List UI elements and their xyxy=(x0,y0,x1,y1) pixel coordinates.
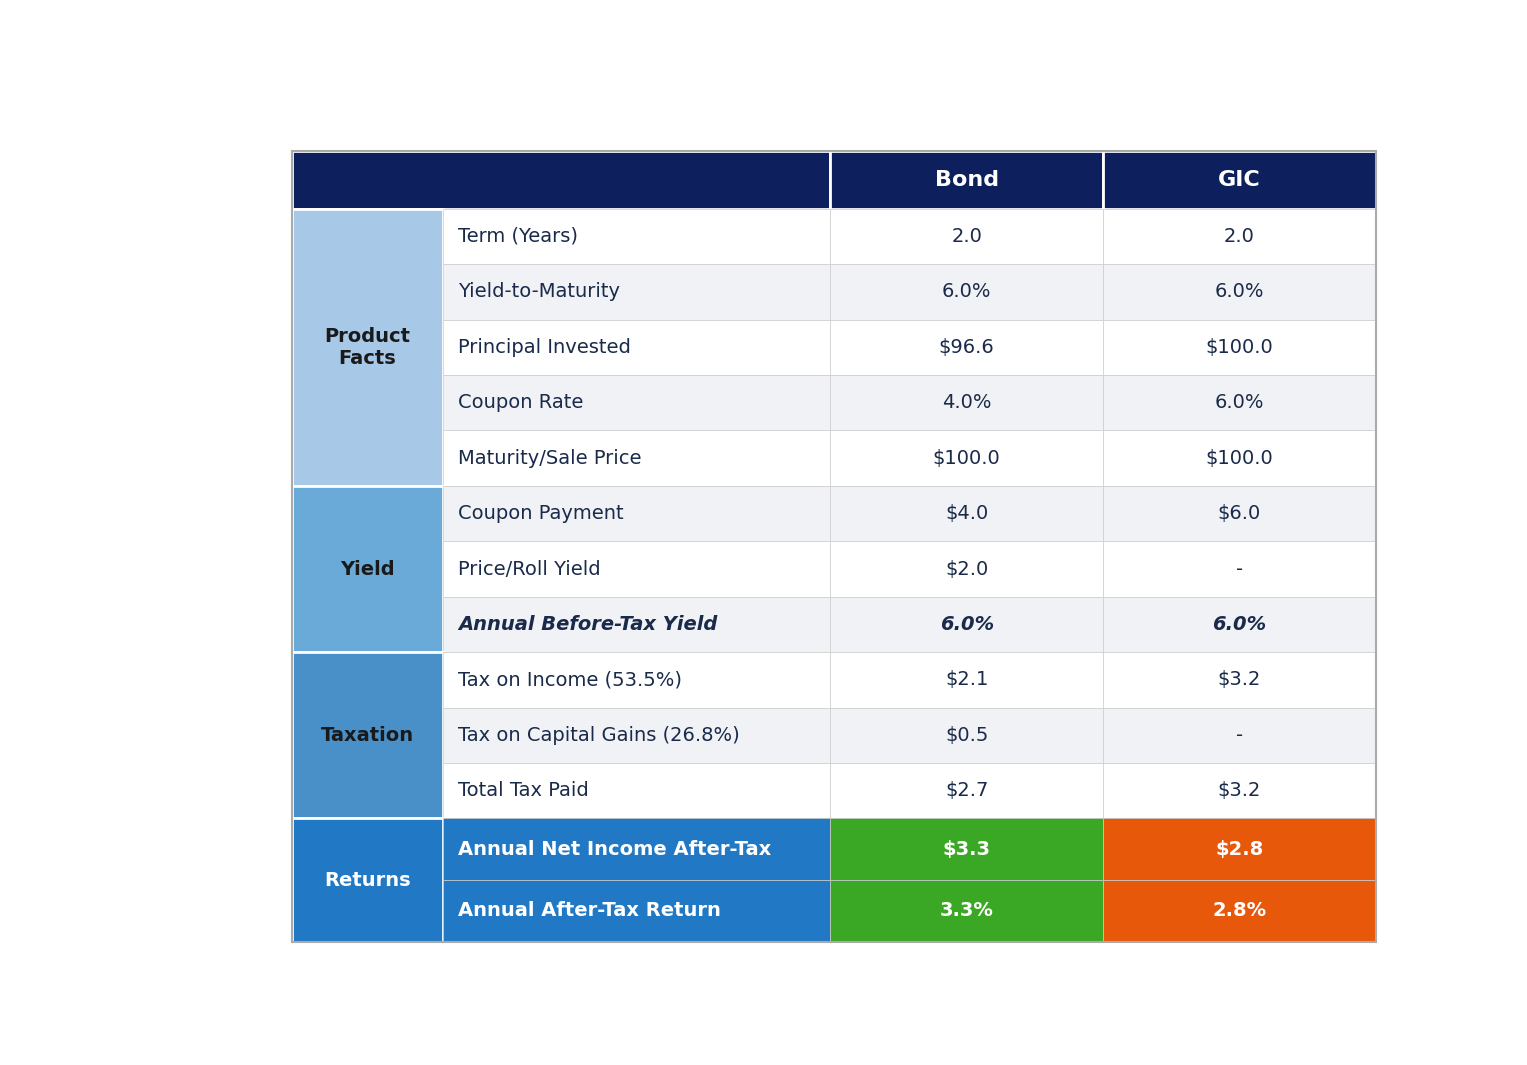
Text: Coupon Payment: Coupon Payment xyxy=(458,504,623,523)
Text: Total Tax Paid: Total Tax Paid xyxy=(458,782,589,800)
Text: Annual After-Tax Return: Annual After-Tax Return xyxy=(458,901,721,920)
Text: Annual Net Income After-Tax: Annual Net Income After-Tax xyxy=(458,840,771,858)
Bar xyxy=(1102,596,1376,652)
Bar xyxy=(1102,209,1376,264)
Text: $3.2: $3.2 xyxy=(1217,782,1261,800)
Text: Maturity/Sale Price: Maturity/Sale Price xyxy=(458,448,641,468)
Bar xyxy=(1102,763,1376,819)
Bar xyxy=(292,819,443,941)
Text: Term (Years): Term (Years) xyxy=(458,227,579,246)
Bar xyxy=(831,264,1102,320)
Bar xyxy=(831,652,1102,707)
Text: $3.3: $3.3 xyxy=(942,840,991,858)
Text: $2.1: $2.1 xyxy=(945,670,988,689)
Text: 4.0%: 4.0% xyxy=(942,393,991,412)
Text: $2.7: $2.7 xyxy=(945,782,988,800)
Bar xyxy=(1102,541,1376,596)
Text: GIC: GIC xyxy=(1219,169,1261,190)
Bar xyxy=(443,430,831,486)
Bar xyxy=(1102,430,1376,486)
Bar xyxy=(831,486,1102,541)
Bar xyxy=(1102,486,1376,541)
Text: 6.0%: 6.0% xyxy=(1214,393,1264,412)
Bar xyxy=(292,209,443,486)
Text: 3.3%: 3.3% xyxy=(939,901,994,920)
Text: 6.0%: 6.0% xyxy=(942,282,991,301)
Text: 2.0: 2.0 xyxy=(1225,227,1255,246)
Bar xyxy=(831,763,1102,819)
Bar xyxy=(443,264,831,320)
Bar xyxy=(831,430,1102,486)
Text: Product
Facts: Product Facts xyxy=(324,327,411,367)
Text: Tax on Income (53.5%): Tax on Income (53.5%) xyxy=(458,670,683,689)
Text: 6.0%: 6.0% xyxy=(1214,282,1264,301)
Text: Annual Before-Tax Yield: Annual Before-Tax Yield xyxy=(458,615,718,634)
Text: 2.0: 2.0 xyxy=(951,227,982,246)
Bar xyxy=(443,707,831,763)
Bar xyxy=(1102,264,1376,320)
Text: Yield-to-Maturity: Yield-to-Maturity xyxy=(458,282,620,301)
Bar xyxy=(443,486,831,541)
Text: Taxation: Taxation xyxy=(321,726,414,744)
Bar xyxy=(443,652,831,707)
Bar xyxy=(443,541,831,596)
Bar xyxy=(292,652,443,819)
Text: $96.6: $96.6 xyxy=(939,338,994,357)
Bar xyxy=(831,209,1102,264)
Bar xyxy=(443,320,831,375)
Bar xyxy=(443,209,831,264)
Text: $100.0: $100.0 xyxy=(933,448,1000,468)
Bar xyxy=(831,375,1102,430)
Bar xyxy=(831,819,1102,880)
Bar xyxy=(292,151,831,209)
Text: 6.0%: 6.0% xyxy=(939,615,994,634)
Text: Returns: Returns xyxy=(324,870,411,889)
Bar xyxy=(1102,652,1376,707)
Bar xyxy=(443,763,831,819)
Bar xyxy=(1102,880,1376,941)
Text: -: - xyxy=(1235,726,1243,744)
Bar xyxy=(831,151,1102,209)
Bar xyxy=(1102,151,1376,209)
Text: Yield: Yield xyxy=(341,559,394,578)
Bar xyxy=(831,541,1102,596)
Text: $2.0: $2.0 xyxy=(945,559,988,578)
Bar xyxy=(1102,707,1376,763)
Bar xyxy=(292,486,443,652)
Text: Principal Invested: Principal Invested xyxy=(458,338,631,357)
Text: $4.0: $4.0 xyxy=(945,504,988,523)
Bar xyxy=(443,375,831,430)
Text: 6.0%: 6.0% xyxy=(1212,615,1266,634)
Text: $100.0: $100.0 xyxy=(1206,448,1274,468)
Text: Bond: Bond xyxy=(935,169,999,190)
Text: $0.5: $0.5 xyxy=(945,726,988,744)
Text: $100.0: $100.0 xyxy=(1206,338,1274,357)
Bar xyxy=(831,320,1102,375)
Text: -: - xyxy=(1235,559,1243,578)
Text: $6.0: $6.0 xyxy=(1219,504,1261,523)
Text: Coupon Rate: Coupon Rate xyxy=(458,393,583,412)
Bar xyxy=(831,596,1102,652)
Bar xyxy=(443,819,831,880)
Bar xyxy=(1102,819,1376,880)
Text: Tax on Capital Gains (26.8%): Tax on Capital Gains (26.8%) xyxy=(458,726,741,744)
Text: Price/Roll Yield: Price/Roll Yield xyxy=(458,559,600,578)
Bar xyxy=(831,880,1102,941)
Bar xyxy=(1102,375,1376,430)
Text: $3.2: $3.2 xyxy=(1217,670,1261,689)
Bar xyxy=(443,880,831,941)
Bar xyxy=(443,596,831,652)
Text: 2.8%: 2.8% xyxy=(1212,901,1266,920)
Bar xyxy=(831,707,1102,763)
Bar xyxy=(1102,320,1376,375)
Text: $2.8: $2.8 xyxy=(1215,840,1263,858)
